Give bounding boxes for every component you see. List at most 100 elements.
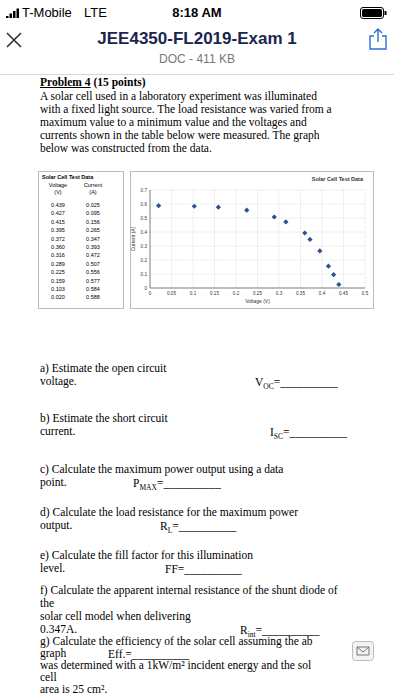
- doc-title: JEE4350-FL2019-Exam 1: [0, 29, 394, 49]
- x-tick-label: 0.1: [190, 291, 197, 296]
- table-cell: 0.507: [80, 261, 106, 267]
- data-point: [156, 203, 161, 208]
- question-line: e) Calculate the fill factor for this il…: [40, 549, 253, 561]
- answer-blank: =__________: [178, 563, 242, 575]
- y-axis: [150, 190, 151, 288]
- x-grid-line: [322, 190, 323, 288]
- data-point: [326, 264, 331, 269]
- question-line: solar cell model when delivering: [40, 610, 191, 622]
- answer-symbol: Eff.: [108, 648, 125, 660]
- x-tick-label: 0.5: [362, 291, 369, 296]
- table-cell: 0.156: [80, 219, 106, 225]
- data-point: [272, 214, 277, 219]
- question-line: area is 25 cm².: [40, 683, 107, 695]
- battery-outline: [361, 8, 384, 19]
- x-grid-line: [150, 190, 151, 288]
- x-tick-label: 0.4: [319, 291, 326, 296]
- y-tick-label: 0.1: [141, 272, 148, 277]
- doc-subtitle: DOC - 411 KB: [0, 52, 394, 66]
- table-cell: 0.020: [45, 294, 71, 300]
- table-cell: 0.372: [45, 236, 71, 242]
- data-point: [216, 205, 221, 210]
- question-line: voltage.: [40, 375, 77, 387]
- mail-glyph: [357, 647, 369, 655]
- table-cell: 0.439: [45, 202, 71, 208]
- table-cell: 0.025: [80, 202, 106, 208]
- answer-blank: =__________: [283, 426, 347, 438]
- share-button[interactable]: [368, 28, 388, 50]
- chart-svg: 00.10.20.30.40.50.60.700.050.10.150.20.2…: [130, 171, 374, 309]
- table-cell: 0.577: [80, 278, 106, 284]
- x-grid-line: [343, 190, 344, 288]
- chart-title: Solar Cell Test Data: [312, 176, 364, 182]
- mail-bg: [353, 642, 374, 661]
- y-tick-label: 0.4: [141, 230, 148, 235]
- table-cell: 0.588: [80, 294, 106, 300]
- paragraph-line: with a fixed light source. The load resi…: [40, 103, 332, 115]
- mail-button[interactable]: [352, 641, 374, 661]
- time: 8:18 AM: [0, 5, 394, 20]
- share-arrow: [374, 29, 382, 42]
- question-line: a) Estimate the open circuit: [40, 362, 166, 374]
- table-cell: 0.095: [80, 210, 106, 216]
- table-cell: 0.159: [45, 278, 71, 284]
- x-grid-line: [236, 190, 237, 288]
- column-unit: (V): [45, 189, 71, 195]
- x-tick-label: 0.3: [276, 291, 283, 296]
- y-tick-label: 0.7: [141, 188, 148, 193]
- close-button[interactable]: [6, 32, 22, 48]
- paragraph-line: A solar cell used in a laboratory experi…: [40, 90, 317, 102]
- table-cell: 0.265: [80, 227, 106, 233]
- page: T-Mobile LTE8:18 AM JEE4350-FL2019-Exam 1 D…: [0, 0, 394, 700]
- answer-blank: =__________: [256, 624, 320, 636]
- answer-blank: =__________: [125, 648, 189, 660]
- data-point: [307, 237, 312, 242]
- x-tick-label: 0.35: [296, 291, 305, 296]
- x-tick-label: 0.15: [210, 291, 219, 296]
- table-frame: [38, 171, 124, 309]
- question-line: was determined with a 1kW/m² incident en…: [40, 659, 311, 671]
- answer-field: RL=__________: [160, 520, 236, 535]
- answer-field: ISC=__________: [270, 426, 347, 441]
- question-line: current.: [40, 425, 75, 437]
- question-line: b) Estimate the short circuit: [40, 412, 168, 424]
- answer-subscript: L: [168, 526, 173, 535]
- table-cell: 0.289: [45, 261, 71, 267]
- table-cell: 0.584: [80, 286, 106, 292]
- answer-symbol: P: [133, 477, 139, 489]
- question-line: output.: [40, 519, 72, 531]
- column-unit: (A): [80, 189, 106, 195]
- header-separator: [0, 74, 394, 75]
- network: LTE: [84, 5, 107, 20]
- table-cell: 0.395: [45, 227, 71, 233]
- answer-field: Eff.=__________: [108, 648, 189, 660]
- table-cell: 0.427: [45, 210, 71, 216]
- question-line: cell: [40, 671, 57, 683]
- carrier: T-Mobile: [22, 5, 72, 20]
- answer-subscript: SC: [274, 432, 283, 441]
- x-tick-label: 0: [149, 291, 152, 296]
- battery-tip: [385, 11, 387, 15]
- y-tick-label: 0.3: [141, 244, 148, 249]
- battery-icon: [360, 7, 388, 20]
- y-tick-label: 0.5: [141, 216, 148, 221]
- x-grid-line: [214, 190, 215, 288]
- question-line: graph: [40, 647, 66, 659]
- table-cell: 0.360: [45, 244, 71, 250]
- close-x: [7, 33, 21, 47]
- data-point: [302, 230, 307, 235]
- x-grid-line: [171, 190, 172, 288]
- table-cell: 0.472: [80, 252, 106, 258]
- x-axis: [150, 288, 365, 289]
- signal-icon: [6, 8, 20, 18]
- y-grid-line: [150, 232, 365, 233]
- answer-symbol: FF: [165, 563, 178, 575]
- column-name: Current: [80, 182, 106, 188]
- question-line: g) Calculate the efficiency of the solar…: [40, 635, 313, 647]
- table-title: Solar Cell Test Data: [42, 174, 93, 180]
- table-cell: 0.103: [45, 286, 71, 292]
- answer-blank: =__________: [274, 376, 338, 388]
- x-tick-label: 0.05: [167, 291, 176, 296]
- question-line: f) Calculate the apparent internal resis…: [40, 584, 338, 596]
- signal-bar: [17, 9, 20, 19]
